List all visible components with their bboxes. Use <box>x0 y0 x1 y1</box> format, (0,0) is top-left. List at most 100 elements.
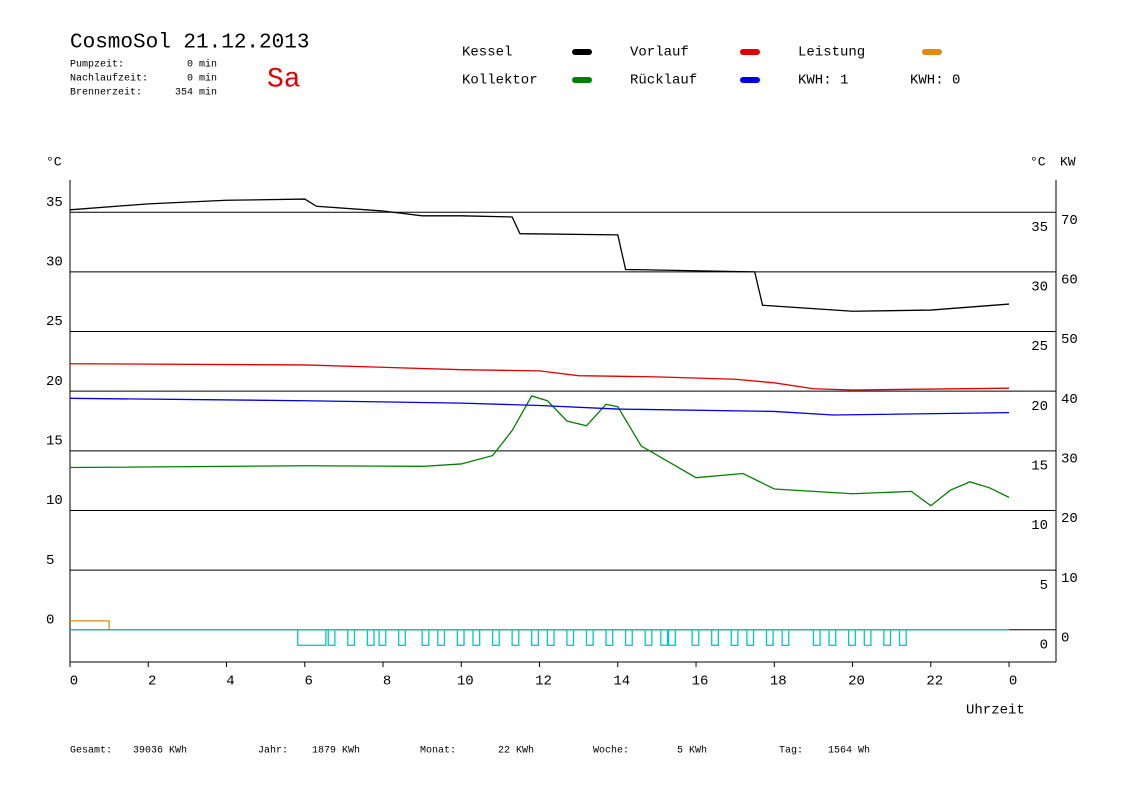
stat-label: Brennerzeit: <box>70 87 142 99</box>
y-tick-label-right: 10 <box>1031 518 1048 534</box>
series-line <box>69 395 1010 507</box>
pulse <box>746 629 755 646</box>
footer-value: 5 KWh <box>677 745 707 757</box>
pulse <box>546 629 555 646</box>
footer-value: 1879 KWh <box>312 745 360 757</box>
y2-tick-label: 30 <box>1061 452 1078 468</box>
pulse <box>765 629 774 646</box>
x-tick-label: 14 <box>613 674 630 690</box>
day: Sa <box>267 64 301 95</box>
footer-label: Gesamt: <box>70 746 112 757</box>
pulse <box>883 629 892 646</box>
stat-value: 0 min <box>187 59 217 71</box>
pulse <box>781 629 790 646</box>
pulse <box>327 629 336 646</box>
pulse <box>511 629 520 646</box>
y-tick-label-right: 20 <box>1031 399 1048 415</box>
y-tick-label: 0 <box>46 612 54 628</box>
y-tick-label-right: 25 <box>1031 339 1048 355</box>
pulse <box>605 629 614 646</box>
y2-tick-label: 20 <box>1061 511 1078 527</box>
x-tick-label: 0 <box>1009 674 1017 690</box>
y2-tick-label: 0 <box>1061 630 1069 646</box>
x-tick-label: 10 <box>457 674 474 690</box>
series-line <box>69 397 1010 416</box>
pulse <box>667 629 676 646</box>
y2-tick-label: 40 <box>1061 392 1078 408</box>
series-line <box>69 363 1010 391</box>
y2-axis-label-left: °C <box>1030 154 1046 169</box>
x-tick-label: 2 <box>148 674 156 690</box>
x-axis-label: Uhrzeit <box>966 703 1025 719</box>
y2-tick-label: 70 <box>1061 213 1078 229</box>
x-tick-label: 16 <box>692 674 709 690</box>
y-tick-label: 15 <box>46 434 63 450</box>
y-tick-label: 25 <box>46 314 63 330</box>
x-tick-label: 12 <box>535 674 552 690</box>
y-tick-label-right: 0 <box>1040 637 1048 653</box>
stat-label: Pumpzeit: <box>70 59 124 71</box>
y-tick-label: 5 <box>46 553 54 569</box>
pulse <box>644 629 653 646</box>
legend-swatch <box>572 77 592 83</box>
pulse <box>347 629 356 646</box>
footer-value: 1564 Wh <box>828 745 870 757</box>
x-tick-label: 4 <box>226 674 234 690</box>
footer-label: Monat: <box>420 746 456 757</box>
pulse <box>566 629 575 646</box>
pulse <box>660 629 669 646</box>
x-tick-label: 20 <box>848 674 865 690</box>
kwh-label: KWH: 1 <box>798 73 848 89</box>
pulse <box>812 629 821 646</box>
y-tick-label-right: 30 <box>1031 280 1048 296</box>
footer-label: Woche: <box>593 745 629 757</box>
legend-label: Vorlauf <box>630 45 689 61</box>
legend-swatch <box>572 49 592 55</box>
pulse <box>491 629 500 646</box>
stat-value: 354 min <box>175 87 217 99</box>
x-tick-label: 22 <box>926 674 943 690</box>
stat-label: Nachlaufzeit: <box>70 73 148 85</box>
pulse <box>297 629 327 646</box>
y2-tick-label: 60 <box>1061 273 1078 289</box>
series-line <box>70 620 110 630</box>
pulse <box>863 629 872 646</box>
legend-swatch <box>922 49 942 55</box>
pulse <box>398 629 406 646</box>
legend-swatch <box>740 77 760 83</box>
footer-label: Tag: <box>779 746 803 757</box>
pulse <box>624 629 633 646</box>
y-tick-label-right: 5 <box>1040 578 1048 594</box>
legend-swatch <box>740 49 760 55</box>
pulse <box>531 629 540 646</box>
pulse <box>378 629 387 646</box>
pulse <box>898 629 907 646</box>
legend-label: Rücklauf <box>630 73 697 89</box>
y2-axis-label: KW <box>1060 154 1076 169</box>
pulse <box>585 629 594 646</box>
x-tick-label: 8 <box>383 674 391 690</box>
x-tick-label: 18 <box>770 674 787 690</box>
pulse <box>711 629 719 646</box>
y-tick-label: 20 <box>46 374 63 390</box>
series-line <box>69 198 1010 312</box>
footer-label: Jahr: <box>258 745 288 757</box>
kwh-label: KWH: 0 <box>910 73 960 89</box>
legend-label: Kollektor <box>462 73 538 89</box>
pulse <box>421 629 430 646</box>
title: CosmoSol 21.12.2013 <box>70 32 309 55</box>
pulse <box>691 629 700 646</box>
x-tick-label: 0 <box>70 674 78 690</box>
y-tick-label: 35 <box>46 195 63 211</box>
stat-value: 0 min <box>187 73 217 85</box>
y-axis-label: °C <box>46 154 62 169</box>
legend-label: Kessel <box>462 45 512 61</box>
y2-tick-label: 10 <box>1061 571 1078 587</box>
y2-tick-label: 50 <box>1061 332 1078 348</box>
y-tick-label: 10 <box>46 493 63 509</box>
y-tick-label-right: 15 <box>1031 459 1048 475</box>
pulse <box>847 629 856 646</box>
x-tick-label: 6 <box>305 674 313 690</box>
y-tick-label: 30 <box>46 255 63 271</box>
